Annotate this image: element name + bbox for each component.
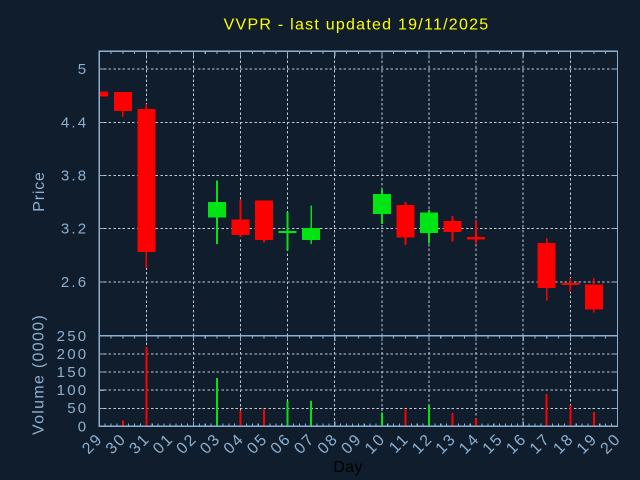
svg-text:3.8: 3.8 <box>61 168 88 185</box>
svg-text:4.4: 4.4 <box>61 114 88 131</box>
svg-text:150: 150 <box>57 364 89 381</box>
svg-text:Day: Day <box>333 459 362 476</box>
svg-text:2.6: 2.6 <box>61 274 88 291</box>
svg-text:200: 200 <box>57 346 89 363</box>
svg-text:VVPR - last updated 19/11/2025: VVPR - last updated 19/11/2025 <box>224 17 490 34</box>
svg-text:100: 100 <box>57 382 89 399</box>
svg-text:3.2: 3.2 <box>61 220 88 237</box>
svg-text:50: 50 <box>67 400 88 417</box>
svg-text:5: 5 <box>78 61 89 78</box>
svg-text:250: 250 <box>57 328 89 345</box>
svg-text:0: 0 <box>78 418 89 435</box>
svg-text:Price: Price <box>31 171 48 211</box>
svg-text:Volume (0000): Volume (0000) <box>31 314 48 435</box>
